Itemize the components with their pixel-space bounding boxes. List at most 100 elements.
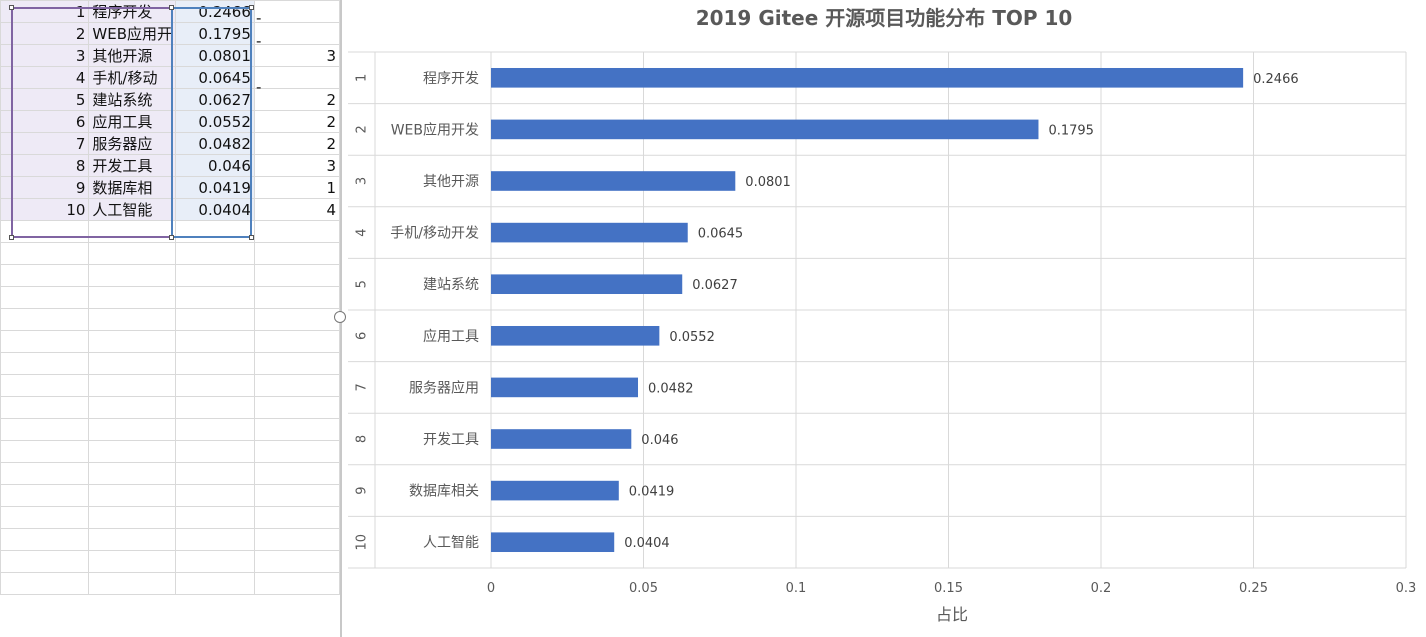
empty-cell[interactable]	[253, 506, 341, 529]
row-index-cell[interactable]: 10	[0, 198, 90, 221]
row-index-cell[interactable]: 4	[0, 66, 90, 89]
category-name-cell[interactable]: 人工智能	[88, 198, 177, 221]
category-name-cell[interactable]: 服务器应	[88, 132, 177, 155]
empty-cell[interactable]	[175, 220, 255, 243]
chart-resize-handle[interactable]	[334, 311, 346, 323]
empty-cell[interactable]	[88, 396, 177, 419]
value-cell[interactable]: 0.0552	[175, 110, 255, 133]
empty-cell[interactable]	[175, 308, 255, 331]
empty-cell[interactable]	[253, 242, 341, 265]
selection-handle[interactable]	[169, 5, 174, 10]
value-cell[interactable]: 0.1795	[175, 22, 255, 45]
value-cell[interactable]: 0.0627	[175, 88, 255, 111]
selection-handle[interactable]	[9, 5, 14, 10]
row-index-cell[interactable]: 9	[0, 176, 90, 199]
empty-cell[interactable]	[0, 418, 90, 441]
row-index-cell[interactable]: 2	[0, 22, 90, 45]
empty-cell[interactable]	[253, 462, 341, 485]
chart-area[interactable]: 0.2466 程序开发 1 0.1795 WEB应用开发 2 0.0801 其他开源 3 0.06…	[342, 0, 1426, 637]
empty-cell[interactable]	[175, 440, 255, 463]
selection-handle[interactable]	[169, 235, 174, 240]
empty-cell[interactable]	[175, 528, 255, 551]
empty-cell[interactable]	[0, 242, 90, 265]
empty-cell[interactable]	[88, 506, 177, 529]
empty-cell[interactable]	[0, 396, 90, 419]
row-index-cell[interactable]: 5	[0, 88, 90, 111]
empty-cell[interactable]	[253, 528, 341, 551]
empty-cell[interactable]	[175, 484, 255, 507]
empty-cell[interactable]	[253, 418, 341, 441]
empty-cell[interactable]	[175, 418, 255, 441]
extra-cell[interactable]: 2	[253, 110, 341, 133]
empty-cell[interactable]	[88, 220, 177, 243]
empty-cell[interactable]	[88, 374, 177, 397]
row-index-cell[interactable]: 6	[0, 110, 90, 133]
category-name-cell[interactable]: 程序开发	[88, 0, 177, 23]
empty-cell[interactable]	[88, 528, 177, 551]
empty-cell[interactable]	[175, 374, 255, 397]
empty-cell[interactable]	[88, 440, 177, 463]
empty-cell[interactable]	[0, 506, 90, 529]
empty-cell[interactable]	[253, 550, 341, 573]
empty-cell[interactable]	[88, 462, 177, 485]
empty-cell[interactable]	[253, 484, 341, 507]
empty-cell[interactable]	[0, 374, 90, 397]
row-index-cell[interactable]: 7	[0, 132, 90, 155]
extra-cell[interactable]	[253, 22, 341, 45]
empty-cell[interactable]	[0, 440, 90, 463]
extra-cell[interactable]	[253, 0, 341, 23]
empty-cell[interactable]	[175, 264, 255, 287]
row-index-cell[interactable]: 8	[0, 154, 90, 177]
empty-cell[interactable]	[253, 374, 341, 397]
empty-cell[interactable]	[253, 286, 341, 309]
empty-cell[interactable]	[175, 242, 255, 265]
category-name-cell[interactable]: 应用工具	[88, 110, 177, 133]
empty-cell[interactable]	[88, 484, 177, 507]
category-name-cell[interactable]: 其他开源	[88, 44, 177, 67]
category-name-cell[interactable]: 数据库相	[88, 176, 177, 199]
empty-cell[interactable]	[253, 352, 341, 375]
value-cell[interactable]: 0.0419	[175, 176, 255, 199]
empty-cell[interactable]	[0, 308, 90, 331]
empty-cell[interactable]	[175, 286, 255, 309]
empty-cell[interactable]	[175, 462, 255, 485]
empty-cell[interactable]	[175, 330, 255, 353]
category-name-cell[interactable]: 开发工具	[88, 154, 177, 177]
selection-handle[interactable]	[9, 235, 14, 240]
empty-cell[interactable]	[88, 418, 177, 441]
empty-cell[interactable]	[88, 550, 177, 573]
empty-cell[interactable]	[175, 550, 255, 573]
empty-cell[interactable]	[175, 396, 255, 419]
extra-cell[interactable]	[253, 66, 341, 89]
value-cell[interactable]: 0.0645	[175, 66, 255, 89]
category-name-cell[interactable]: 手机/移动	[88, 66, 177, 89]
empty-cell[interactable]	[0, 484, 90, 507]
empty-cell[interactable]	[0, 528, 90, 551]
extra-cell[interactable]: 3	[253, 44, 341, 67]
empty-cell[interactable]	[253, 440, 341, 463]
empty-cell[interactable]	[0, 286, 90, 309]
extra-cell[interactable]: 2	[253, 132, 341, 155]
category-name-cell[interactable]: WEB应用开	[88, 22, 177, 45]
empty-cell[interactable]	[88, 572, 177, 595]
empty-cell[interactable]	[175, 352, 255, 375]
value-cell[interactable]: 0.046	[175, 154, 255, 177]
category-name-cell[interactable]: 建站系统	[88, 88, 177, 111]
row-index-cell[interactable]: 1	[0, 0, 90, 23]
empty-cell[interactable]	[88, 308, 177, 331]
x-axis-title[interactable]: 占比	[935, 605, 968, 624]
empty-cell[interactable]	[253, 396, 341, 419]
value-cell[interactable]: 0.2466	[175, 0, 255, 23]
empty-cell[interactable]	[88, 286, 177, 309]
extra-cell[interactable]: 3	[253, 154, 341, 177]
extra-cell[interactable]: 4	[253, 198, 341, 221]
empty-cell[interactable]	[253, 264, 341, 287]
empty-cell[interactable]	[253, 572, 341, 595]
chart-title[interactable]: 2019 Gitee 开源项目功能分布 TOP 10	[695, 6, 1073, 30]
extra-cell[interactable]: 2	[253, 88, 341, 111]
value-cell[interactable]: 0.0482	[175, 132, 255, 155]
empty-cell[interactable]	[175, 572, 255, 595]
empty-cell[interactable]	[253, 220, 341, 243]
empty-cell[interactable]	[0, 264, 90, 287]
empty-cell[interactable]	[0, 330, 90, 353]
